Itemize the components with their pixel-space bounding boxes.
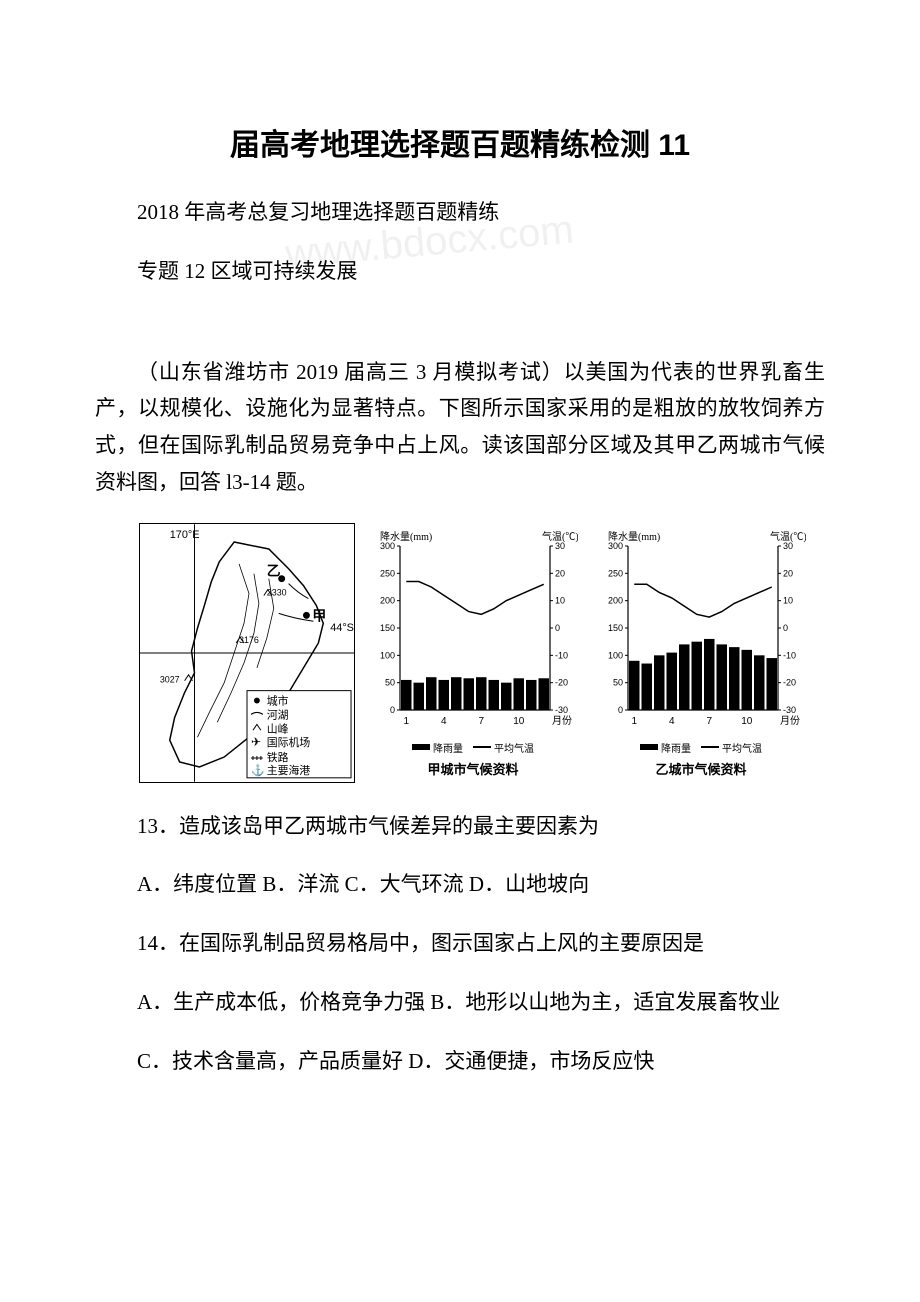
svg-text:200: 200 (380, 595, 395, 605)
subtitle-line-1: 2018 年高考总复习地理选择题百题精练 (95, 194, 825, 231)
svg-text:山峰: 山峰 (267, 722, 289, 735)
subtitle-line-2: 专题 12 区域可持续发展 (95, 253, 825, 290)
svg-text:0: 0 (390, 705, 395, 715)
chart-a-block: 降水量(mm)气温(℃)050100150200250300-30-20-100… (363, 528, 583, 778)
svg-text:100: 100 (380, 650, 395, 660)
svg-text:-10: -10 (783, 650, 796, 660)
svg-text:0: 0 (618, 705, 623, 715)
svg-text:250: 250 (380, 568, 395, 578)
svg-text:200: 200 (608, 595, 623, 605)
svg-text:✈: ✈ (251, 735, 261, 749)
svg-text:铁路: 铁路 (267, 750, 289, 763)
page-wrapper: 届高考地理选择题百题精练检测 11 2018 年高考总复习地理选择题百题精练 专… (95, 120, 825, 1079)
chart-b-legend: 降雨量 平均气温 (640, 740, 762, 755)
svg-text:4: 4 (441, 716, 447, 727)
svg-text:50: 50 (613, 677, 623, 687)
svg-text:10: 10 (513, 716, 525, 727)
svg-text:30: 30 (555, 541, 565, 551)
figure-row: www.bdocx.com 170°E 44°S (125, 523, 825, 783)
lon-label: 170°E (170, 529, 200, 541)
svg-text:300: 300 (608, 541, 623, 551)
svg-text:150: 150 (380, 623, 395, 633)
svg-text:河湖: 河湖 (267, 708, 289, 721)
svg-text:0: 0 (555, 623, 560, 633)
svg-text:7: 7 (478, 716, 484, 727)
svg-text:主要海港: 主要海港 (267, 762, 311, 776)
map-figure: 170°E 44°S 甲 乙 2330 (139, 523, 355, 783)
svg-text:1: 1 (631, 716, 637, 727)
chart-a: 降水量(mm)气温(℃)050100150200250300-30-20-100… (368, 528, 578, 738)
question-14: 14．在国际乳制品贸易格局中，图示国家占上风的主要原因是 (95, 925, 825, 962)
lat-label: 44°S (330, 622, 354, 634)
svg-text:1: 1 (403, 716, 409, 727)
svg-text:-20: -20 (555, 677, 568, 687)
chart-a-legend: 降雨量 平均气温 (412, 740, 534, 755)
svg-text:3027: 3027 (160, 674, 180, 684)
svg-text:国际机场: 国际机场 (267, 735, 311, 749)
chart-a-caption: 甲城市气候资料 (427, 759, 518, 778)
svg-text:0: 0 (783, 623, 788, 633)
question-14-options-ab: A．生产成本低，价格竞争力强 B．地形以山地为主，适宜发展畜牧业 (95, 984, 825, 1021)
svg-text:150: 150 (608, 623, 623, 633)
svg-text:10: 10 (741, 716, 753, 727)
svg-text:城市: 城市 (267, 693, 289, 707)
question-13-options: A．纬度位置 B．洋流 C．大气环流 D．山地坡向 (95, 866, 825, 903)
svg-text:4: 4 (669, 716, 675, 727)
svg-text:月份: 月份 (780, 715, 800, 727)
svg-text:100: 100 (608, 650, 623, 660)
question-13: 13．造成该岛甲乙两城市气候差异的最主要因素为 (95, 808, 825, 845)
svg-text:⚓: ⚓ (251, 763, 265, 776)
chart-b-caption: 乙城市气候资料 (655, 759, 746, 778)
svg-text:甲: 甲 (312, 608, 326, 624)
svg-text:300: 300 (380, 541, 395, 551)
svg-text:月份: 月份 (552, 715, 572, 727)
chart-b: 降水量(mm)气温(℃)050100150200250300-30-20-100… (596, 528, 806, 738)
svg-text:-10: -10 (555, 650, 568, 660)
page-title: 届高考地理选择题百题精练检测 11 (95, 120, 825, 164)
svg-text:20: 20 (783, 568, 793, 578)
svg-text:10: 10 (783, 595, 793, 605)
svg-text:-20: -20 (783, 677, 796, 687)
svg-text:20: 20 (555, 568, 565, 578)
svg-text:-30: -30 (555, 705, 568, 715)
svg-text:乙: 乙 (267, 563, 281, 579)
svg-text:250: 250 (608, 568, 623, 578)
chart-b-block: 降水量(mm)气温(℃)050100150200250300-30-20-100… (591, 528, 811, 778)
question-14-options-cd: C．技术含量高，产品质量好 D．交通便捷，市场反应快 (95, 1043, 825, 1080)
passage-text: （山东省潍坊市 2019 届高三 3 月模拟考试）以美国为代表的世界乳畜生产，以… (95, 354, 825, 501)
svg-text:7: 7 (706, 716, 712, 727)
svg-text:30: 30 (783, 541, 793, 551)
spacer (95, 312, 825, 332)
svg-text:10: 10 (555, 595, 565, 605)
svg-text:50: 50 (385, 677, 395, 687)
svg-text:-30: -30 (783, 705, 796, 715)
